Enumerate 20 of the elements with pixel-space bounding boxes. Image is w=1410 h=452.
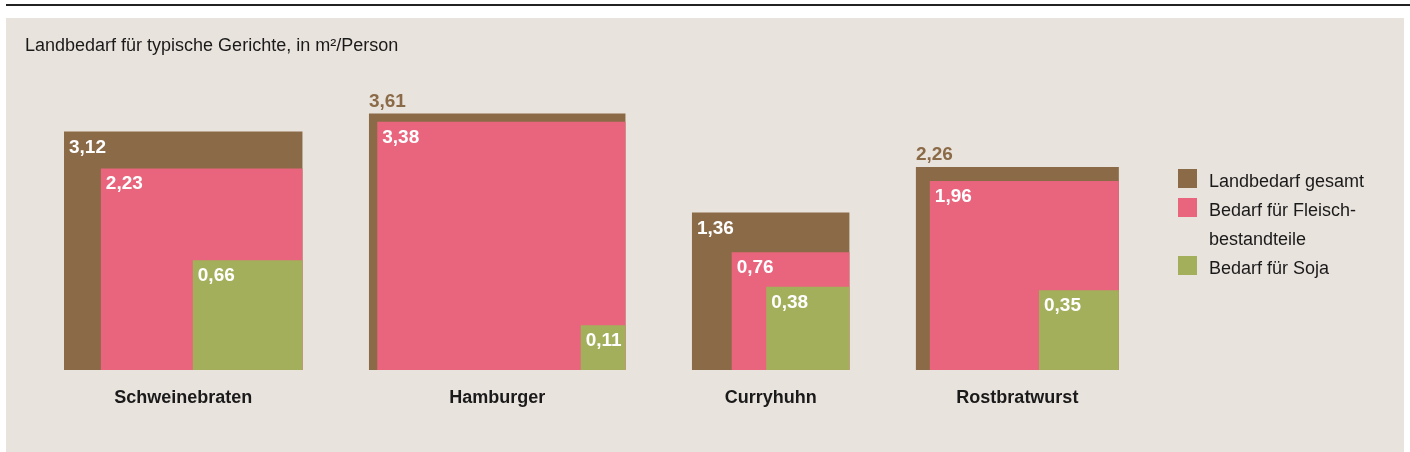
data-label: 1,96 — [934, 185, 972, 206]
legend-label: Bedarf für Fleisch- bestandteile — [1209, 200, 1357, 249]
data-label: 3,38 — [382, 125, 420, 147]
legend-label: Bedarf für Soja — [1209, 258, 1331, 278]
data-label: 2,23 — [105, 172, 143, 194]
category-label: Rostbratwurst — [956, 387, 1079, 407]
data-label: 0,35 — [1043, 294, 1082, 316]
category-label: Hamburger — [449, 387, 546, 407]
legend-label: Landbedarf gesamt — [1209, 171, 1365, 191]
data-label: 0,76 — [736, 256, 774, 278]
data-label: 3,12 — [69, 135, 106, 157]
category-label: Curryhuhn — [724, 387, 817, 407]
category-label: Schweinebraten — [114, 387, 253, 407]
data-label: 0,38 — [771, 290, 809, 312]
data-label: 3,61 — [368, 89, 407, 111]
text: Landbedarf für typische Gerichte, in m²/Person — [25, 35, 399, 55]
data-label: 2,26 — [915, 143, 953, 165]
data-label: 0,66 — [197, 264, 235, 286]
data-label: 1,36 — [696, 216, 734, 238]
data-label: 0,11 — [585, 329, 623, 351]
